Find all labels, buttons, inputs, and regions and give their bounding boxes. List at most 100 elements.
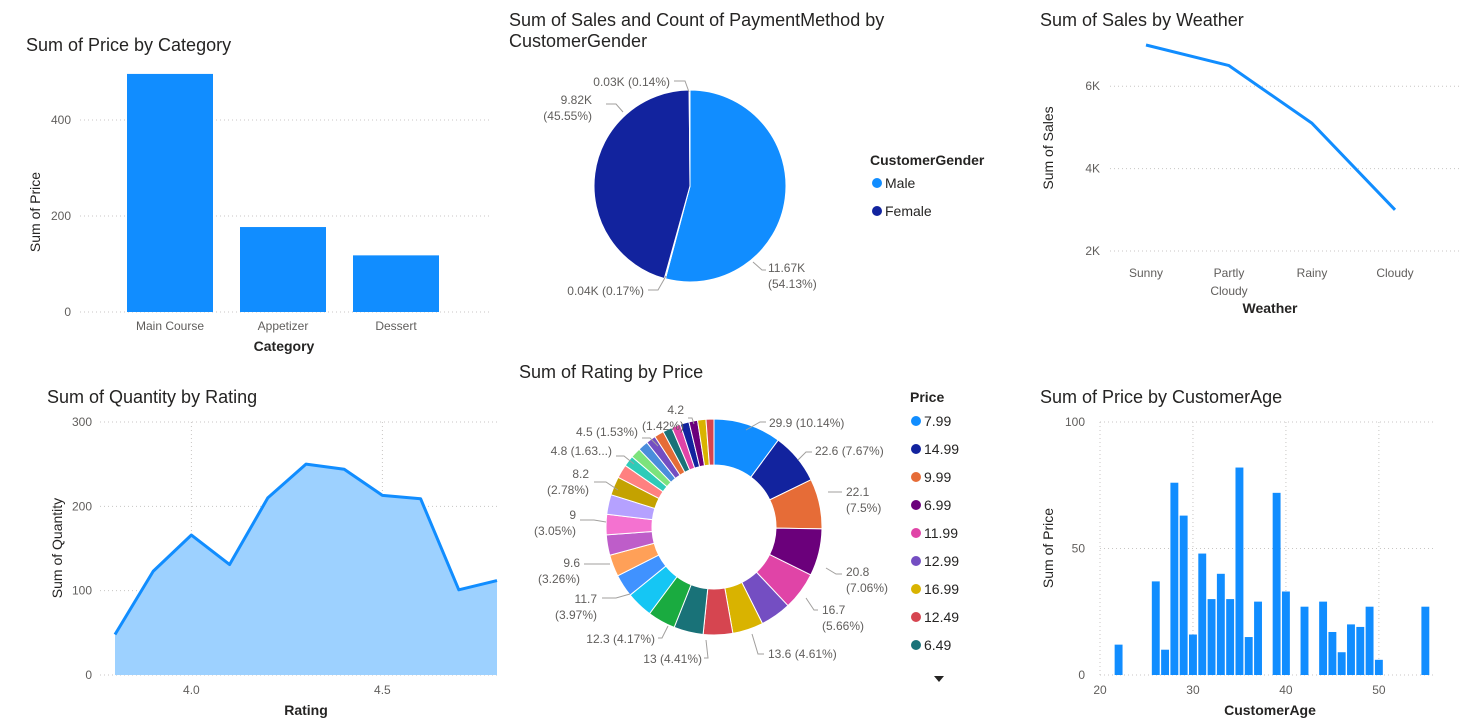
bar xyxy=(1114,644,1123,675)
x-tick-label: Main Course xyxy=(136,319,204,333)
bar xyxy=(1374,659,1383,675)
legend-marker xyxy=(911,528,921,538)
legend-title: Price xyxy=(910,389,944,405)
data-label: (45.55%) xyxy=(543,109,592,123)
bar xyxy=(1244,637,1253,675)
label-leader xyxy=(751,633,764,655)
quantity-by-rating-chart: Sum of Quantity by Rating Rating Sum of Qu… xyxy=(47,387,500,718)
y-tick-label: 400 xyxy=(51,113,71,127)
y-axis-label: Sum of Sales xyxy=(1040,106,1056,189)
data-label: 0.04K (0.17%) xyxy=(567,284,644,298)
x-tick-label: 40 xyxy=(1279,683,1293,697)
sales-by-weather-chart: Sum of Sales by Weather Weather Sum of Sal… xyxy=(1040,10,1460,316)
x-tick-label: Rainy xyxy=(1297,266,1328,280)
bar xyxy=(1328,631,1337,675)
y-axis-label: Sum of Price xyxy=(27,172,43,252)
data-label: 9.82K xyxy=(561,93,592,107)
y-tick-label: 300 xyxy=(72,415,92,429)
label-leader xyxy=(797,451,812,461)
data-label: 22.1 xyxy=(846,485,870,499)
data-label: 0.03K (0.14%) xyxy=(593,75,670,89)
label-leader xyxy=(745,421,766,431)
x-tick-label: 4.5 xyxy=(374,683,391,697)
data-label: 8.2 xyxy=(572,467,589,481)
x-tick-label: 4.0 xyxy=(183,683,200,697)
bar xyxy=(1337,652,1346,675)
pie-slice xyxy=(688,89,691,187)
x-axis-label: Rating xyxy=(284,702,328,718)
legend-marker xyxy=(911,500,921,510)
label-leader xyxy=(658,625,669,639)
y-tick-label: 0 xyxy=(64,305,71,319)
x-tick-label: Dessert xyxy=(375,319,417,333)
y-tick-label: 100 xyxy=(72,584,92,598)
data-label: 12.3 (4.17%) xyxy=(586,632,655,646)
bar xyxy=(1161,649,1170,675)
x-tick-label: Cloudy xyxy=(1376,266,1413,280)
bar xyxy=(240,227,326,312)
legend-scroll-down-icon xyxy=(934,676,944,682)
data-label: 11.67K xyxy=(768,261,805,275)
data-label: 4.8 (1.63...) xyxy=(551,444,612,458)
pie-slice xyxy=(593,89,691,280)
bar xyxy=(1319,601,1328,675)
label-leader xyxy=(580,519,607,523)
data-label: 16.7 xyxy=(822,603,846,617)
x-axis-label: Category xyxy=(254,338,315,354)
y-tick-label: 2K xyxy=(1085,244,1100,258)
x-tick-label: 20 xyxy=(1093,683,1107,697)
legend-marker xyxy=(872,178,882,188)
chart-title: Sum of Price by CustomerAge xyxy=(1040,387,1282,407)
rating-by-price-donut-chart: Sum of Rating by Price 29.9 (10.14%) 22.6 … xyxy=(519,362,959,682)
legend-item: 16.99 xyxy=(924,581,959,597)
label-leader xyxy=(805,597,818,611)
x-axis-label: Weather xyxy=(1243,300,1299,316)
data-label: 4.5 (1.53%) xyxy=(576,425,638,439)
price-by-category-chart: Sum of Price by Category Category Sum of P… xyxy=(26,35,490,354)
x-tick-label: Partly xyxy=(1214,266,1245,280)
bar xyxy=(1226,599,1235,675)
chart-title: Sum of Quantity by Rating xyxy=(47,387,257,407)
legend-item: Female xyxy=(885,203,932,219)
bar xyxy=(1189,634,1197,675)
bar xyxy=(1365,606,1374,675)
label-leader xyxy=(688,417,695,425)
sales-by-gender-pie-chart: Sum of Sales and Count of PaymentMethod … xyxy=(509,10,985,298)
bar xyxy=(1179,515,1188,675)
price-by-age-chart: Sum of Price by CustomerAge CustomerAge Su… xyxy=(1040,387,1435,718)
chart-title-line2: CustomerGender xyxy=(509,31,647,51)
label-leader xyxy=(825,567,842,575)
bar xyxy=(1235,467,1244,675)
legend-marker xyxy=(911,472,921,482)
series-area xyxy=(115,464,497,675)
x-axis-label: CustomerAge xyxy=(1224,702,1316,718)
legend-title: CustomerGender xyxy=(870,152,985,168)
chart-title: Sum of Sales by Weather xyxy=(1040,10,1244,30)
y-tick-label: 200 xyxy=(51,209,71,223)
donut-slice xyxy=(705,418,715,466)
bar xyxy=(1254,601,1262,675)
label-leader xyxy=(616,455,635,465)
data-label: (7.06%) xyxy=(846,581,888,595)
bar xyxy=(1207,599,1216,675)
legend-marker xyxy=(911,584,921,594)
chart-title: Sum of Price by Category xyxy=(26,35,231,55)
x-tick-label: Cloudy xyxy=(1210,284,1247,298)
data-label: 11.7 xyxy=(575,592,598,606)
data-label: 9 xyxy=(569,508,576,522)
label-leader xyxy=(642,437,659,447)
data-label: 9.6 xyxy=(563,556,580,570)
y-tick-label: 6K xyxy=(1085,79,1100,93)
x-tick-label: 30 xyxy=(1186,683,1200,697)
data-label: (3.97%) xyxy=(555,608,597,622)
legend-item: 6.49 xyxy=(924,637,951,653)
bar xyxy=(1281,591,1290,675)
legend-marker xyxy=(911,444,921,454)
chart-title: Sum of Sales and Count of PaymentMethod … xyxy=(509,10,884,30)
bar xyxy=(1170,482,1179,675)
legend-marker xyxy=(911,416,921,426)
label-leader xyxy=(594,481,619,491)
data-label: 20.8 xyxy=(846,565,870,579)
data-label: (3.26%) xyxy=(538,572,580,586)
y-tick-label: 50 xyxy=(1072,542,1086,556)
